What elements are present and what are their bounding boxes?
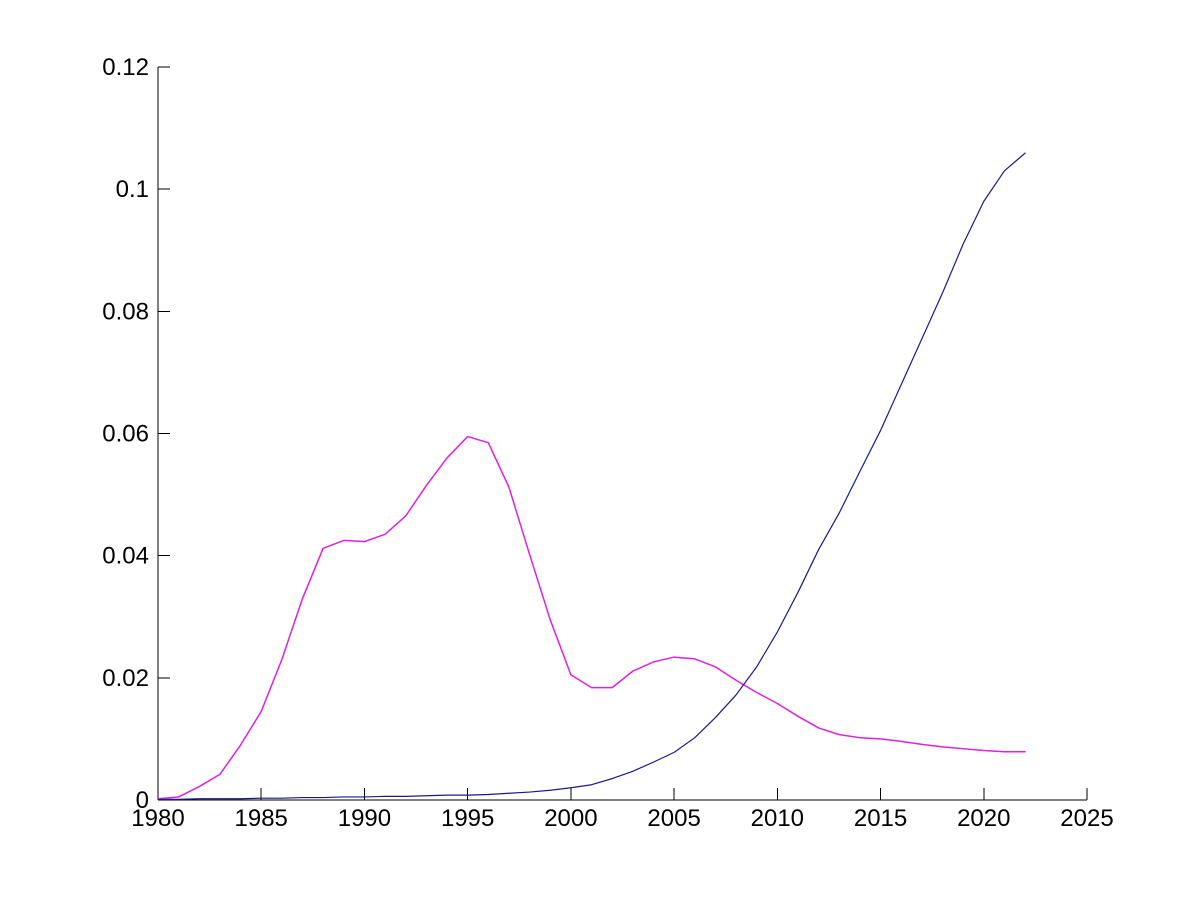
x-tick-label: 2000 [544, 805, 597, 832]
x-tick-label: 1995 [441, 805, 494, 832]
x-tick-label: 2025 [1060, 805, 1113, 832]
y-tick-label: 0.02 [102, 665, 149, 692]
x-tick-label: 1990 [338, 805, 391, 832]
y-tick-label: 0.04 [102, 543, 149, 570]
y-tick-label: 0.12 [102, 54, 149, 81]
y-tick-label: 0.1 [116, 176, 149, 203]
series-magenta-line [157, 435, 1026, 800]
x-tick-label: 2015 [854, 805, 907, 832]
series-navy-line [157, 152, 1026, 800]
x-tick-label: 1985 [235, 805, 288, 832]
y-tick-label: 0.06 [102, 421, 149, 448]
y-tick-label: 0 [136, 787, 149, 814]
x-tick-label: 2020 [957, 805, 1010, 832]
x-tick-label: 2010 [751, 805, 804, 832]
y-tick-label: 0.08 [102, 298, 149, 325]
x-tick-label: 1980 [131, 805, 184, 832]
x-tick-label: 2005 [647, 805, 700, 832]
